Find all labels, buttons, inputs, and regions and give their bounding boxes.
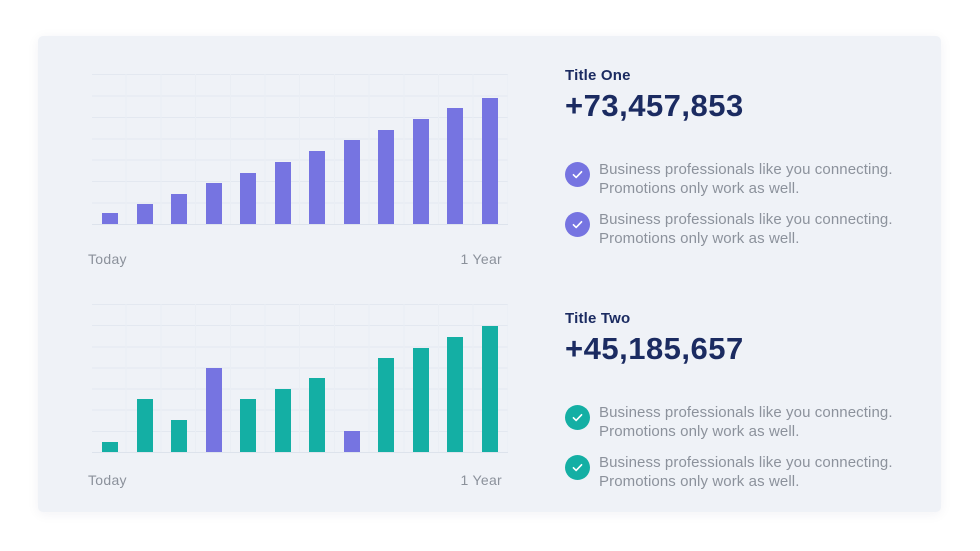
bar	[136, 399, 153, 452]
bar	[102, 213, 118, 224]
bullet-text: Business professionals like you connecti…	[599, 211, 893, 247]
bullet-text: Business professionals like you connecti…	[599, 161, 893, 197]
bar	[171, 420, 188, 452]
bar	[378, 358, 395, 452]
bar	[447, 337, 464, 452]
bar	[171, 194, 188, 224]
check-icon	[572, 220, 583, 229]
bar	[412, 119, 429, 224]
bullet-text: Business professionals like you connecti…	[599, 404, 893, 440]
bar	[136, 204, 153, 224]
bar	[481, 326, 498, 452]
bullet-item: Business professionals like you connecti…	[565, 210, 915, 248]
bar	[447, 108, 464, 224]
stat-section-two: Title Two +45,185,657 Business professio…	[565, 309, 915, 503]
check-icon	[572, 413, 583, 422]
bullet-item: Business professionals like you connecti…	[565, 403, 915, 441]
bar	[343, 431, 360, 452]
section-title: Title One	[565, 67, 631, 84]
bar	[309, 151, 326, 224]
bullet-list: Business professionals like you connecti…	[565, 160, 915, 248]
section-value: +73,457,853	[565, 88, 744, 123]
axis-label-one-year: 1 Year	[460, 251, 502, 267]
bar-chart-one	[92, 74, 508, 225]
bar	[274, 389, 291, 452]
content-card: Today 1 Year Today 1 Year Title One +73,…	[38, 36, 941, 512]
bar	[378, 130, 395, 224]
bullet-text: Business professionals like you connecti…	[599, 454, 893, 490]
stat-section-one: Title One +73,457,853 Business professio…	[565, 66, 915, 260]
axis-label-one-year: 1 Year	[460, 472, 502, 488]
bullet-item: Business professionals like you connecti…	[565, 160, 915, 198]
bar	[205, 368, 222, 452]
bar	[481, 98, 498, 224]
bar	[274, 162, 291, 224]
bullet-list: Business professionals like you connecti…	[565, 403, 915, 491]
check-circle-icon	[565, 405, 590, 430]
bar	[309, 378, 326, 452]
bar	[205, 183, 222, 224]
bullet-item: Business professionals like you connecti…	[565, 453, 915, 491]
bar	[240, 173, 257, 224]
check-circle-icon	[565, 212, 590, 237]
chart-two-axis-labels: Today 1 Year	[88, 472, 502, 488]
axis-label-today: Today	[88, 472, 127, 488]
bar	[412, 348, 429, 452]
bar	[343, 140, 360, 224]
check-circle-icon	[565, 162, 590, 187]
section-value: +45,185,657	[565, 331, 744, 366]
check-circle-icon	[565, 455, 590, 480]
bar-chart-two	[92, 304, 508, 453]
check-icon	[572, 170, 583, 179]
chart-one-axis-labels: Today 1 Year	[88, 251, 502, 267]
bar	[240, 399, 257, 452]
section-title: Title Two	[565, 310, 631, 327]
axis-label-today: Today	[88, 251, 127, 267]
check-icon	[572, 463, 583, 472]
bar	[102, 442, 118, 452]
